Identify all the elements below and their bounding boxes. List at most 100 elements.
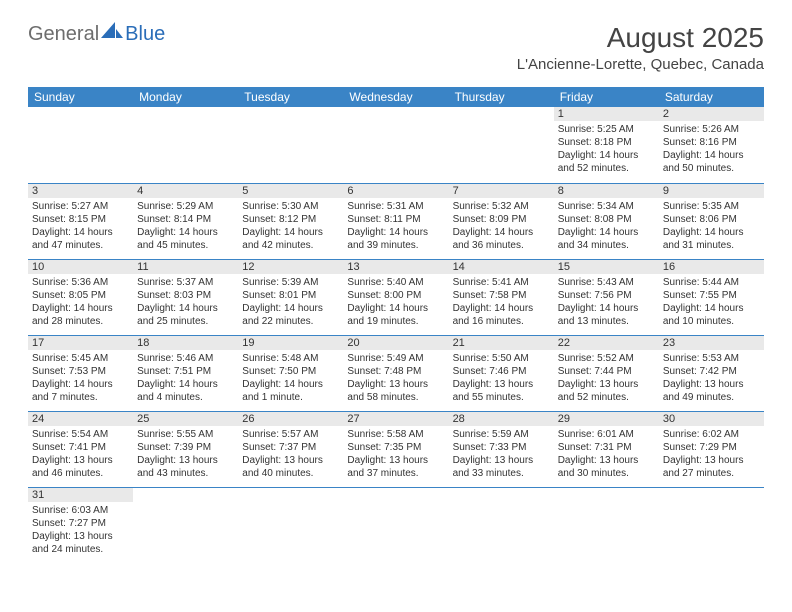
day-number: 11 (133, 260, 238, 274)
day-number: 19 (238, 336, 343, 350)
sunrise-line: Sunrise: 5:54 AM (32, 428, 129, 441)
day-cell: 19Sunrise: 5:48 AMSunset: 7:50 PMDayligh… (238, 335, 343, 411)
daylight-line: Daylight: 13 hours and 52 minutes. (558, 378, 655, 404)
day-number: 24 (28, 412, 133, 426)
day-cell: 17Sunrise: 5:45 AMSunset: 7:53 PMDayligh… (28, 335, 133, 411)
sunrise-line: Sunrise: 5:36 AM (32, 276, 129, 289)
day-body: Sunrise: 5:49 AMSunset: 7:48 PMDaylight:… (343, 350, 448, 407)
day-body: Sunrise: 5:40 AMSunset: 8:00 PMDaylight:… (343, 274, 448, 331)
day-body: Sunrise: 5:41 AMSunset: 7:58 PMDaylight:… (449, 274, 554, 331)
day-number: 27 (343, 412, 448, 426)
day-body: Sunrise: 5:54 AMSunset: 7:41 PMDaylight:… (28, 426, 133, 483)
calendar-head: SundayMondayTuesdayWednesdayThursdayFrid… (28, 87, 764, 107)
calendar-table: SundayMondayTuesdayWednesdayThursdayFrid… (28, 87, 764, 563)
sunset-line: Sunset: 8:06 PM (663, 213, 760, 226)
daylight-line: Daylight: 13 hours and 40 minutes. (242, 454, 339, 480)
sunrise-line: Sunrise: 5:52 AM (558, 352, 655, 365)
daylight-line: Daylight: 14 hours and 16 minutes. (453, 302, 550, 328)
empty-cell (238, 487, 343, 563)
daylight-line: Daylight: 13 hours and 37 minutes. (347, 454, 444, 480)
day-cell: 2Sunrise: 5:26 AMSunset: 8:16 PMDaylight… (659, 107, 764, 183)
sunrise-line: Sunrise: 5:53 AM (663, 352, 760, 365)
sunrise-line: Sunrise: 5:37 AM (137, 276, 234, 289)
day-number: 14 (449, 260, 554, 274)
day-number: 8 (554, 184, 659, 198)
empty-cell (449, 487, 554, 563)
day-cell: 11 Sunrise: 5:37 AMSunset: 8:03 PMDayligh… (133, 259, 238, 335)
logo-text-blue: Blue (125, 23, 165, 46)
sunrise-line: Sunrise: 5:41 AM (453, 276, 550, 289)
day-number: 4 (133, 184, 238, 198)
empty-cell (449, 107, 554, 183)
day-cell: 23Sunrise: 5:53 AMSunset: 7:42 PMDayligh… (659, 335, 764, 411)
daylight-line: Daylight: 13 hours and 24 minutes. (32, 530, 129, 556)
daylight-line: Daylight: 14 hours and 28 minutes. (32, 302, 129, 328)
day-number: 3 (28, 184, 133, 198)
day-body: Sunrise: 5:52 AMSunset: 7:44 PMDaylight:… (554, 350, 659, 407)
daylight-line: Daylight: 14 hours and 31 minutes. (663, 226, 760, 252)
daylight-line: Daylight: 13 hours and 43 minutes. (137, 454, 234, 480)
sunset-line: Sunset: 8:05 PM (32, 289, 129, 302)
sunset-line: Sunset: 7:27 PM (32, 517, 129, 530)
sunrise-line: Sunrise: 5:32 AM (453, 200, 550, 213)
day-number: 10 (28, 260, 133, 274)
daylight-line: Daylight: 13 hours and 49 minutes. (663, 378, 760, 404)
day-body: Sunrise: 5:55 AMSunset: 7:39 PMDaylight:… (133, 426, 238, 483)
day-body: Sunrise: 5:39 AMSunset: 8:01 PMDaylight:… (238, 274, 343, 331)
sunset-line: Sunset: 7:51 PM (137, 365, 234, 378)
sunset-line: Sunset: 7:39 PM (137, 441, 234, 454)
day-body: Sunrise: 5:36 AMSunset: 8:05 PMDaylight:… (28, 274, 133, 331)
day-number: 7 (449, 184, 554, 198)
day-number: 2 (659, 107, 764, 121)
sunrise-line: Sunrise: 5:43 AM (558, 276, 655, 289)
day-body: Sunrise: 6:02 AMSunset: 7:29 PMDaylight:… (659, 426, 764, 483)
sunset-line: Sunset: 8:15 PM (32, 213, 129, 226)
day-number: 18 (133, 336, 238, 350)
sunrise-line: Sunrise: 5:40 AM (347, 276, 444, 289)
day-body: Sunrise: 5:26 AMSunset: 8:16 PMDaylight:… (659, 121, 764, 178)
day-cell: 22Sunrise: 5:52 AMSunset: 7:44 PMDayligh… (554, 335, 659, 411)
sunrise-line: Sunrise: 5:48 AM (242, 352, 339, 365)
sunset-line: Sunset: 7:46 PM (453, 365, 550, 378)
day-body: Sunrise: 5:57 AMSunset: 7:37 PMDaylight:… (238, 426, 343, 483)
day-cell: 5Sunrise: 5:30 AMSunset: 8:12 PMDaylight… (238, 183, 343, 259)
day-cell: 16Sunrise: 5:44 AMSunset: 7:55 PMDayligh… (659, 259, 764, 335)
daylight-line: Daylight: 14 hours and 45 minutes. (137, 226, 234, 252)
sunrise-line: Sunrise: 6:01 AM (558, 428, 655, 441)
day-number: 28 (449, 412, 554, 426)
daylight-line: Daylight: 14 hours and 52 minutes. (558, 149, 655, 175)
sunset-line: Sunset: 7:55 PM (663, 289, 760, 302)
day-cell: 21Sunrise: 5:50 AMSunset: 7:46 PMDayligh… (449, 335, 554, 411)
empty-cell (133, 107, 238, 183)
day-cell: 25Sunrise: 5:55 AMSunset: 7:39 PMDayligh… (133, 411, 238, 487)
sunset-line: Sunset: 8:03 PM (137, 289, 234, 302)
day-cell: 24Sunrise: 5:54 AMSunset: 7:41 PMDayligh… (28, 411, 133, 487)
day-cell: 9Sunrise: 5:35 AMSunset: 8:06 PMDaylight… (659, 183, 764, 259)
daylight-line: Daylight: 14 hours and 42 minutes. (242, 226, 339, 252)
day-cell: 3Sunrise: 5:27 AMSunset: 8:15 PMDaylight… (28, 183, 133, 259)
day-body: Sunrise: 5:43 AMSunset: 7:56 PMDaylight:… (554, 274, 659, 331)
sunset-line: Sunset: 7:33 PM (453, 441, 550, 454)
daylight-line: Daylight: 14 hours and 1 minute. (242, 378, 339, 404)
daylight-line: Daylight: 14 hours and 36 minutes. (453, 226, 550, 252)
day-body: Sunrise: 5:32 AMSunset: 8:09 PMDaylight:… (449, 198, 554, 255)
empty-cell (659, 487, 764, 563)
sunrise-line: Sunrise: 5:57 AM (242, 428, 339, 441)
title-block: August 2025 L'Ancienne-Lorette, Quebec, … (517, 22, 764, 73)
sunset-line: Sunset: 8:18 PM (558, 136, 655, 149)
day-number: 12 (238, 260, 343, 274)
weekday-header: Saturday (659, 87, 764, 107)
sunrise-line: Sunrise: 5:44 AM (663, 276, 760, 289)
sunrise-line: Sunrise: 5:49 AM (347, 352, 444, 365)
daylight-line: Daylight: 13 hours and 55 minutes. (453, 378, 550, 404)
weekday-header: Monday (133, 87, 238, 107)
sunset-line: Sunset: 7:41 PM (32, 441, 129, 454)
sunset-line: Sunset: 8:16 PM (663, 136, 760, 149)
day-number: 26 (238, 412, 343, 426)
sunset-line: Sunset: 7:56 PM (558, 289, 655, 302)
sunrise-line: Sunrise: 5:26 AM (663, 123, 760, 136)
daylight-line: Daylight: 14 hours and 25 minutes. (137, 302, 234, 328)
daylight-line: Daylight: 13 hours and 58 minutes. (347, 378, 444, 404)
day-body: Sunrise: 5:58 AMSunset: 7:35 PMDaylight:… (343, 426, 448, 483)
sunset-line: Sunset: 7:31 PM (558, 441, 655, 454)
